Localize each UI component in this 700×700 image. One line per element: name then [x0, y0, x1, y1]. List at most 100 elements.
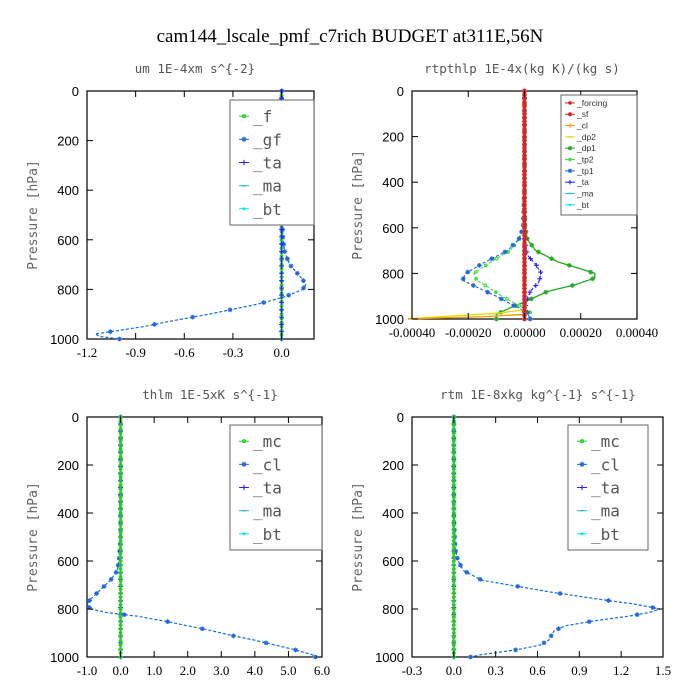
series-2-point [489, 256, 495, 262]
y-tick-label: 200 [382, 458, 404, 473]
series-3-point [118, 623, 123, 627]
series-3-point [118, 507, 123, 511]
y-tick-label: 0 [72, 410, 79, 425]
series-1-point [477, 576, 483, 582]
series-3-point [451, 543, 456, 547]
series-3-point [451, 583, 456, 587]
y-tick-label: 1000 [375, 312, 404, 327]
series-3-point [118, 447, 123, 451]
series-9-point [522, 157, 527, 162]
series-9-point [522, 305, 527, 310]
series-5-point [408, 318, 409, 320]
series-0-point [549, 256, 555, 262]
y-tick-label: 200 [382, 130, 404, 145]
series-2-point [498, 296, 504, 302]
series-9-point [522, 149, 527, 155]
series-3-point [118, 643, 123, 647]
series-9-point [522, 267, 527, 272]
series-3-point [451, 519, 456, 523]
x-tick-label: 4.0 [247, 663, 263, 678]
series-9-point [522, 290, 527, 295]
x-tick-label: 0.0 [446, 663, 462, 678]
series-2-point [511, 303, 517, 308]
series-3-point [451, 643, 456, 647]
legend: _forcing_sf _cl_dp2_dp1 _tp2_tp1_ta_ma _bt [560, 94, 638, 216]
legend-label: _dp1 [576, 143, 596, 153]
series-3-point [451, 423, 456, 427]
series-3-point [118, 603, 123, 607]
series-1-point [101, 584, 107, 589]
series-3-point [451, 571, 456, 575]
series-2-point [284, 256, 290, 262]
series-3-point [451, 435, 456, 439]
series-0-point [566, 262, 572, 268]
series-3-point [118, 627, 123, 631]
series-9-point [522, 115, 527, 120]
legend-label: _cl [591, 455, 620, 474]
series-3-point [451, 603, 456, 607]
series-3-point [118, 467, 123, 471]
series-9-point [522, 179, 527, 185]
series-1-point [556, 626, 561, 632]
series-1-point [199, 626, 205, 632]
series-2-point [117, 336, 122, 342]
series-9-point [522, 141, 527, 147]
series-3-point [118, 427, 123, 431]
series-layer [86, 414, 318, 660]
series-3-point [451, 503, 456, 507]
series-0-point [588, 269, 594, 275]
x-tick-label: 1.2 [613, 663, 629, 678]
legend-label: _ma [591, 502, 620, 521]
series-3-point [118, 459, 123, 463]
series-3-point [451, 619, 456, 623]
series-3-point [451, 523, 456, 527]
series-3-point [538, 269, 543, 275]
series-3-point [118, 559, 123, 563]
series-3-point [451, 615, 456, 619]
series-3-point [118, 595, 123, 599]
series-2-point [465, 269, 471, 275]
series-3-point [118, 439, 123, 443]
legend: _mc _cl _ta _ma _bt [567, 424, 649, 551]
series-3-point [451, 479, 456, 483]
legend-label: _ma [576, 188, 594, 198]
series-0-point [535, 249, 541, 255]
series-9-point [522, 263, 527, 269]
series-9-point [522, 297, 527, 303]
series-1-point [113, 569, 119, 575]
x-tick-label: 0.0 [273, 345, 289, 360]
series-3-point [451, 459, 456, 463]
series-9-point [522, 176, 527, 181]
series-3-point [118, 483, 123, 487]
series-3-point [118, 455, 123, 459]
series-9-point [522, 206, 527, 212]
series-3-point [118, 535, 123, 539]
series-3-point [118, 551, 123, 555]
series-3-point [451, 607, 456, 611]
series-3-point [451, 595, 456, 599]
series-9-point [522, 202, 527, 208]
series-3-point [451, 467, 456, 471]
series-9-point [522, 278, 527, 284]
series-3-point [279, 300, 284, 305]
series-3-point [118, 639, 123, 643]
series-3-point [533, 283, 539, 288]
series-3-point [118, 599, 123, 603]
y-tick-label: 400 [382, 175, 404, 190]
series-3-point [527, 289, 533, 295]
series-9-point [522, 100, 527, 105]
legend-label: _tp1 [576, 166, 594, 176]
series-3-point [451, 647, 456, 651]
y-tick-label: 0 [397, 84, 404, 99]
series-3-point [118, 547, 123, 551]
series-1-point [464, 569, 470, 575]
y-tick-label: 400 [382, 506, 404, 521]
series-3-point [451, 599, 456, 603]
series-3-point [118, 579, 123, 583]
series-3-point [279, 249, 284, 254]
panel-title: rtpthlp 1E-4x(kg K)/(kg s) [424, 61, 620, 76]
legend-label: _ta [576, 177, 589, 187]
legend: _f _gf _ta _ma _bt [229, 99, 315, 226]
series-layer [451, 414, 661, 660]
legend-label: _cl [253, 455, 282, 474]
